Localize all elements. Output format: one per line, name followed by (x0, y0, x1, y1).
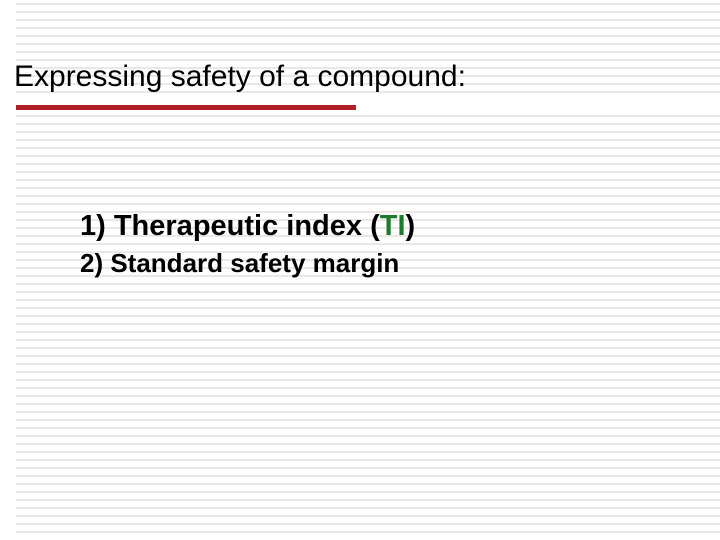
line1-abbrev: TI (380, 210, 406, 242)
body-area: 1) Therapeutic index (TI) 2) Standard sa… (80, 210, 415, 279)
line1-suffix: ) (406, 210, 416, 242)
title-underline (16, 105, 356, 110)
slide-title: Expressing safety of a compound: (14, 60, 466, 94)
body-line-1: 1) Therapeutic index (TI) (80, 210, 415, 243)
slide: Expressing safety of a compound: 1) Ther… (0, 0, 720, 540)
body-line-2: 2) Standard safety margin (80, 248, 415, 279)
line1-prefix: 1) Therapeutic index ( (80, 210, 380, 242)
